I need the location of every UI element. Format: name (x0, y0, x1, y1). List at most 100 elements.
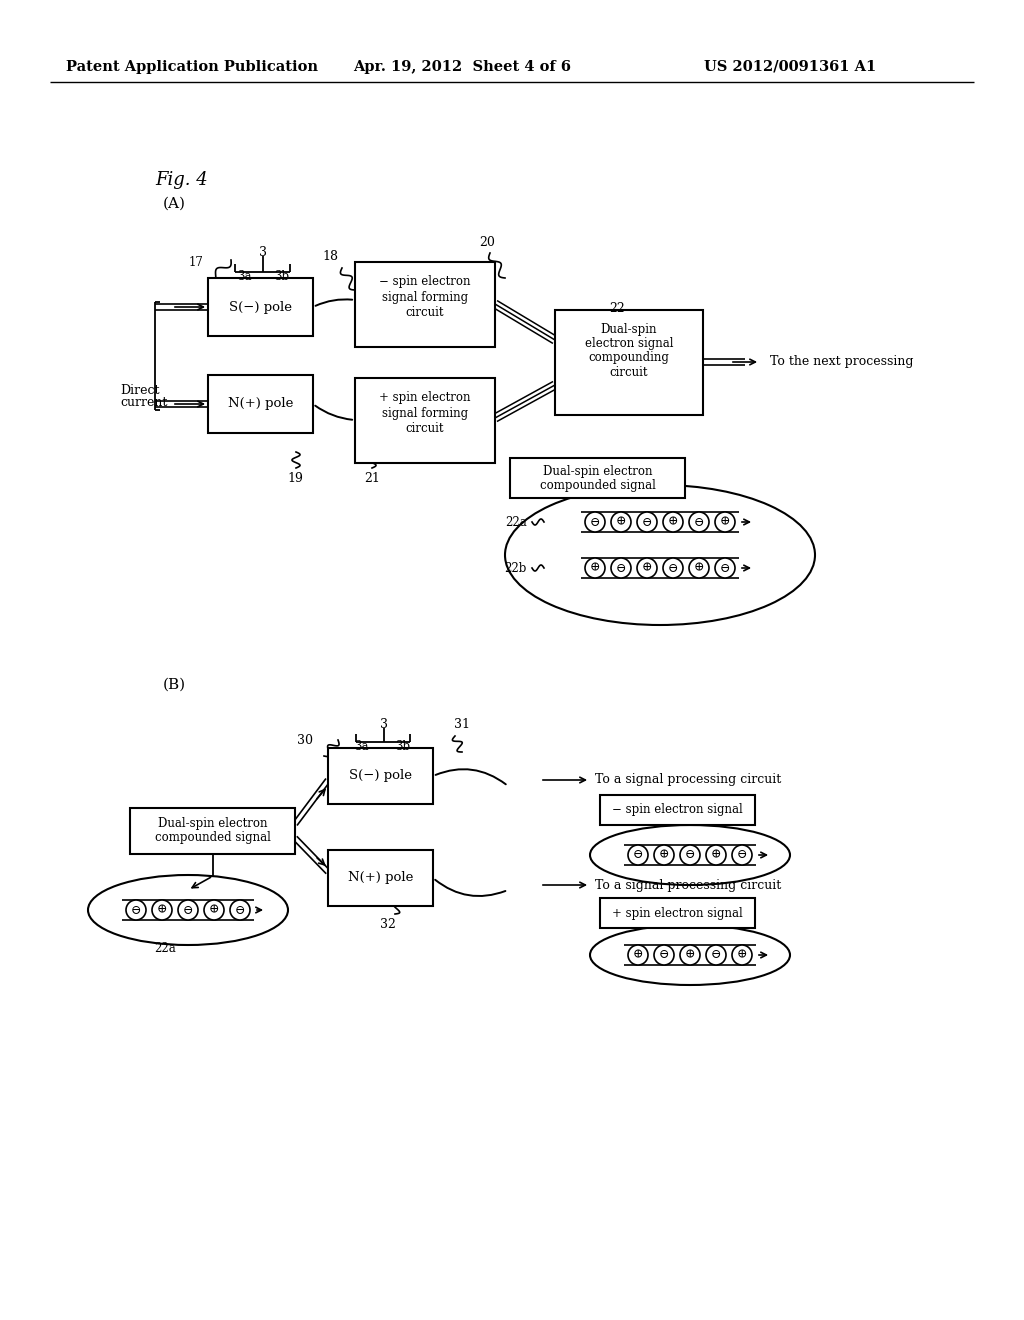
Text: ⊕: ⊕ (633, 949, 643, 961)
Circle shape (706, 945, 726, 965)
Text: ⊕: ⊕ (642, 561, 652, 574)
Circle shape (611, 512, 631, 532)
Bar (328, 748, 433, 804)
Text: ⊖: ⊖ (668, 561, 678, 574)
Circle shape (637, 512, 657, 532)
Text: ⊖: ⊖ (685, 849, 695, 862)
Text: N(+) pole: N(+) pole (227, 397, 293, 411)
Text: ⊖: ⊖ (720, 561, 730, 574)
Text: ⊖: ⊖ (234, 903, 246, 916)
Text: ⊖: ⊖ (131, 903, 141, 916)
Text: Patent Application Publication: Patent Application Publication (66, 59, 318, 74)
Bar (510, 458, 685, 498)
Text: To a signal processing circuit: To a signal processing circuit (595, 879, 781, 891)
Text: 20: 20 (479, 236, 495, 249)
Circle shape (585, 512, 605, 532)
Bar (130, 808, 295, 854)
Circle shape (706, 845, 726, 865)
Text: ⊖: ⊖ (633, 849, 643, 862)
Bar (555, 310, 703, 414)
Text: ⊕: ⊕ (720, 516, 730, 528)
Text: + spin electron: + spin electron (379, 392, 471, 404)
Circle shape (689, 512, 709, 532)
Text: Dual-spin: Dual-spin (601, 323, 657, 337)
Text: 17: 17 (188, 256, 204, 268)
Text: ⊕: ⊕ (736, 949, 748, 961)
Circle shape (715, 558, 735, 578)
Circle shape (152, 900, 172, 920)
Bar (355, 378, 495, 463)
Bar (355, 261, 495, 347)
Text: 3: 3 (380, 718, 388, 730)
Text: 21: 21 (365, 471, 380, 484)
Text: 3b: 3b (395, 739, 411, 752)
Text: 31: 31 (454, 718, 470, 731)
Bar (328, 850, 433, 906)
Bar (600, 898, 755, 928)
Circle shape (663, 512, 683, 532)
Circle shape (126, 900, 146, 920)
Bar (600, 795, 755, 825)
Text: US 2012/0091361 A1: US 2012/0091361 A1 (703, 59, 877, 74)
Text: 30: 30 (297, 734, 313, 747)
Text: Fig. 4: Fig. 4 (155, 172, 208, 189)
Text: compounded signal: compounded signal (540, 479, 655, 491)
Circle shape (628, 845, 648, 865)
Bar (208, 279, 313, 337)
Circle shape (680, 945, 700, 965)
Circle shape (654, 945, 674, 965)
Text: Apr. 19, 2012  Sheet 4 of 6: Apr. 19, 2012 Sheet 4 of 6 (353, 59, 571, 74)
Text: circuit: circuit (609, 366, 648, 379)
Text: To a signal processing circuit: To a signal processing circuit (595, 774, 781, 787)
Text: circuit: circuit (406, 305, 444, 318)
Text: ⊖: ⊖ (711, 949, 721, 961)
Text: ⊕: ⊕ (615, 516, 627, 528)
Text: (B): (B) (163, 678, 186, 692)
Text: ⊕: ⊕ (209, 903, 219, 916)
Text: ⊕: ⊕ (693, 561, 705, 574)
Text: 22: 22 (609, 301, 625, 314)
Text: (A): (A) (163, 197, 186, 211)
Text: signal forming: signal forming (382, 407, 468, 420)
Text: signal forming: signal forming (382, 290, 468, 304)
Text: ⊕: ⊕ (685, 949, 695, 961)
Circle shape (585, 558, 605, 578)
Circle shape (628, 945, 648, 965)
Text: 22a: 22a (155, 941, 176, 954)
Text: compounding: compounding (589, 351, 670, 364)
Circle shape (637, 558, 657, 578)
Text: Dual-spin electron: Dual-spin electron (543, 465, 652, 478)
Text: 32: 32 (380, 919, 396, 932)
Text: 19: 19 (287, 471, 303, 484)
Text: ⊕: ⊕ (658, 849, 670, 862)
Text: − spin electron signal: − spin electron signal (612, 804, 742, 817)
Circle shape (689, 558, 709, 578)
Text: 3b: 3b (274, 269, 290, 282)
Text: circuit: circuit (406, 421, 444, 434)
Text: ⊖: ⊖ (736, 849, 748, 862)
Text: compounded signal: compounded signal (155, 830, 270, 843)
Text: − spin electron: − spin electron (379, 276, 471, 289)
Text: ⊖: ⊖ (658, 949, 670, 961)
Circle shape (654, 845, 674, 865)
Text: Direct: Direct (120, 384, 160, 396)
Circle shape (611, 558, 631, 578)
Text: ⊖: ⊖ (642, 516, 652, 528)
Text: ⊕: ⊕ (668, 516, 678, 528)
Text: 3a: 3a (237, 269, 251, 282)
Circle shape (230, 900, 250, 920)
Text: To the next processing: To the next processing (770, 355, 913, 368)
Text: ⊖: ⊖ (615, 561, 627, 574)
Text: electron signal: electron signal (585, 338, 673, 351)
Circle shape (732, 945, 752, 965)
Text: 22b: 22b (505, 561, 527, 574)
Bar (208, 375, 313, 433)
Circle shape (204, 900, 224, 920)
Text: 22a: 22a (505, 516, 527, 528)
Text: S(−) pole: S(−) pole (349, 770, 412, 783)
Circle shape (680, 845, 700, 865)
Text: S(−) pole: S(−) pole (229, 301, 292, 314)
Text: ⊖: ⊖ (693, 516, 705, 528)
Circle shape (732, 845, 752, 865)
Text: current: current (120, 396, 167, 409)
